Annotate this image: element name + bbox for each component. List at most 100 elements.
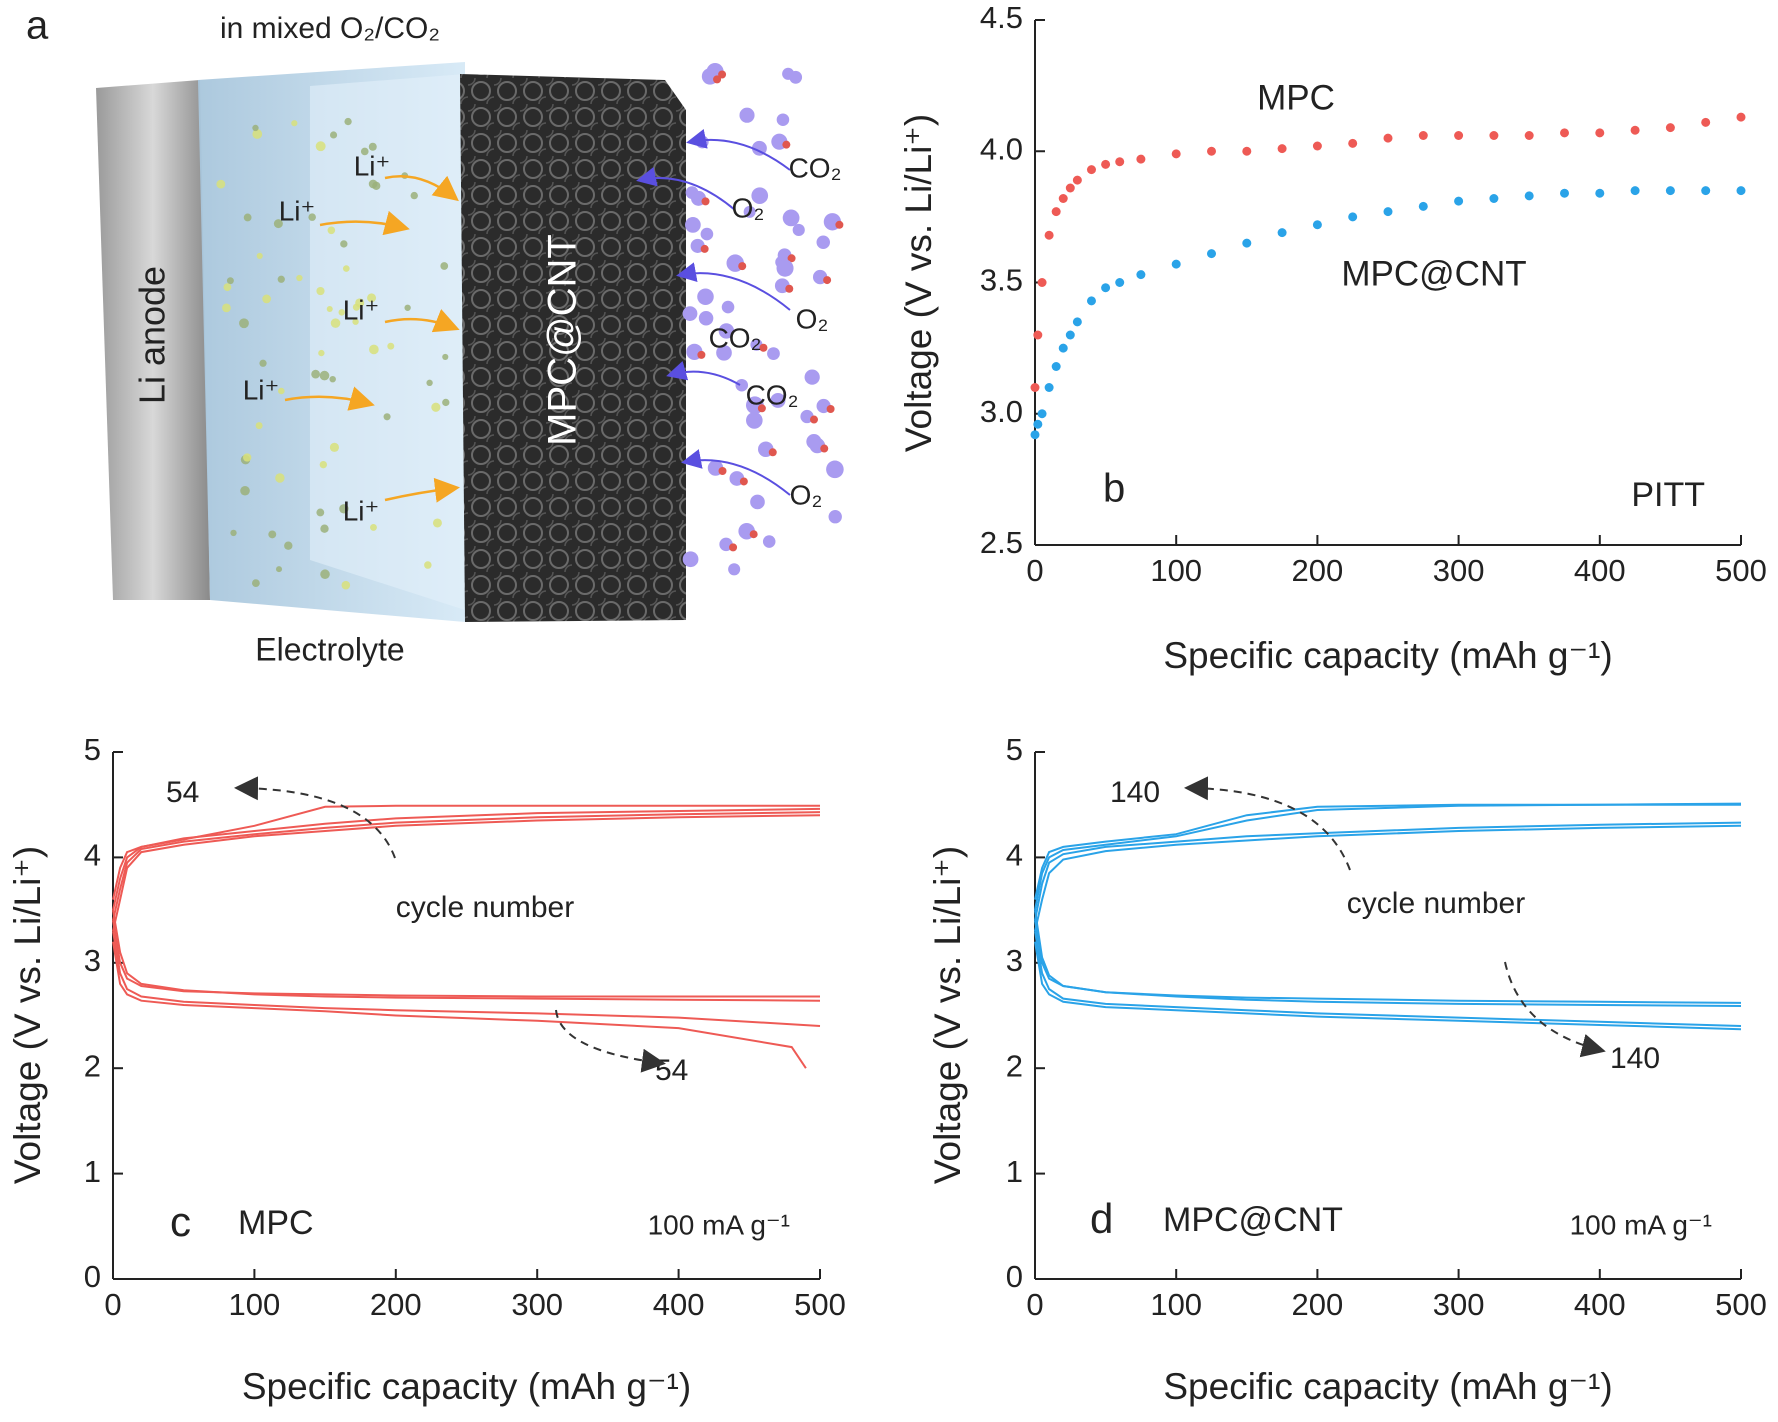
data-point: [1489, 131, 1499, 140]
data-point: [1312, 220, 1322, 230]
x-tick-label: 400: [1574, 1287, 1626, 1322]
gas-molecule: [759, 343, 768, 352]
x-tick-label: 200: [1292, 553, 1344, 588]
ion-dot: [339, 504, 349, 514]
li-anode: [96, 80, 210, 600]
y-tick-label: 3: [84, 943, 101, 978]
cycle-curve: [1034, 821, 1742, 921]
ion-dot: [273, 219, 283, 229]
data-point: [1524, 191, 1534, 201]
ion-dot: [278, 387, 285, 395]
ion-dot: [243, 213, 252, 222]
ion-dot: [330, 131, 338, 139]
gas-molecule: [770, 392, 786, 408]
x-tick-label: 400: [653, 1287, 705, 1322]
annotation: 140: [1110, 776, 1160, 809]
ion-dot: [316, 508, 325, 517]
gas-molecule: [751, 187, 769, 205]
ion-dot: [252, 129, 263, 139]
cathode: [460, 74, 686, 622]
ion-dot: [240, 485, 250, 496]
ion-dot: [368, 142, 377, 151]
cycle-curve: [1034, 941, 1742, 1031]
gas-molecule: [816, 235, 830, 249]
gas-molecule: [810, 415, 819, 424]
ion-dot: [216, 179, 226, 189]
ion-dot: [242, 453, 252, 462]
gas-molecule: [743, 205, 756, 218]
annotation: PITT: [1631, 476, 1705, 514]
ion-dot: [222, 303, 231, 313]
ion-dot: [424, 561, 432, 569]
data-point: [1101, 159, 1111, 169]
ion-dot: [316, 286, 325, 296]
ion-dot: [440, 262, 449, 270]
data-point: [1051, 362, 1061, 371]
data-point: [1418, 201, 1428, 211]
ion-arrow: [284, 386, 375, 411]
y-tick-label: 5: [1006, 732, 1023, 767]
gas-molecule: [757, 404, 766, 413]
ion-dot: [311, 369, 320, 379]
ion-dot: [383, 413, 391, 421]
data-point: [1524, 131, 1534, 140]
data-point: [1560, 128, 1569, 138]
ion-dot: [256, 252, 263, 259]
data-point: [1086, 296, 1096, 306]
data-point: [1072, 317, 1082, 327]
gas-molecule: [826, 404, 835, 413]
x-tick-label: 100: [1150, 553, 1202, 588]
gas-molecule: [685, 217, 701, 233]
ion-label: Li⁺: [279, 195, 316, 226]
x-axis-title: Specific capacity (mAh g⁻¹): [1163, 1366, 1612, 1407]
gas-molecule: [828, 510, 842, 524]
x-tick-label: 0: [104, 1287, 121, 1322]
ion-dot: [252, 579, 260, 587]
gas-molecule: [721, 300, 735, 314]
gas-molecule: [713, 75, 722, 84]
gas-molecule: [749, 530, 758, 539]
gas-molecule: [746, 412, 763, 429]
ion-dot: [368, 179, 378, 189]
gas-label: O₂: [796, 303, 829, 334]
ion-dot: [344, 117, 352, 126]
gas-molecule: [739, 477, 748, 486]
data-point: [1044, 383, 1054, 392]
gas-arrow: [681, 449, 791, 496]
y-axis-title: Voltage (V vs. Li/Li⁺): [927, 846, 968, 1184]
ion-dot: [370, 523, 377, 531]
gas-molecule: [823, 276, 832, 285]
data-point: [1383, 207, 1393, 217]
ion-dot: [352, 318, 359, 325]
y-tick-label: 3.5: [980, 263, 1023, 298]
ion-dot: [308, 213, 316, 221]
ion-dot: [275, 566, 283, 573]
x-tick-label: 300: [1433, 1287, 1485, 1322]
cycle-curve: [1034, 920, 1742, 1004]
ion-dot: [319, 370, 330, 381]
gas-molecule: [776, 113, 790, 126]
ion-dot: [296, 274, 303, 282]
ion-dot: [320, 569, 330, 579]
x-tick-label: 300: [511, 1287, 563, 1322]
x-tick-label: 500: [794, 1287, 846, 1322]
cycle-curve: [112, 909, 821, 1002]
data-point: [1136, 270, 1146, 280]
ion-dot: [340, 240, 348, 248]
data-point: [1115, 278, 1125, 287]
annotation: 100 mA g⁻¹: [1570, 1209, 1712, 1240]
data-point: [1037, 278, 1047, 287]
cycle-curve: [112, 811, 821, 921]
gas-molecule: [729, 543, 738, 552]
data-point: [1277, 228, 1287, 238]
ion-dot: [262, 294, 272, 304]
ion-dot: [275, 473, 285, 483]
gas-molecule: [804, 369, 820, 385]
panel-a-text: a in mixed O₂/CO₂ Li anode Electrolyte M…: [26, 4, 585, 668]
gas-molecule: [739, 107, 755, 123]
ion-label: Li⁺: [343, 495, 380, 526]
data-point: [1348, 212, 1358, 222]
x-tick-label: 100: [229, 1287, 281, 1322]
data-point: [1242, 238, 1252, 248]
gas-molecule: [735, 378, 749, 392]
